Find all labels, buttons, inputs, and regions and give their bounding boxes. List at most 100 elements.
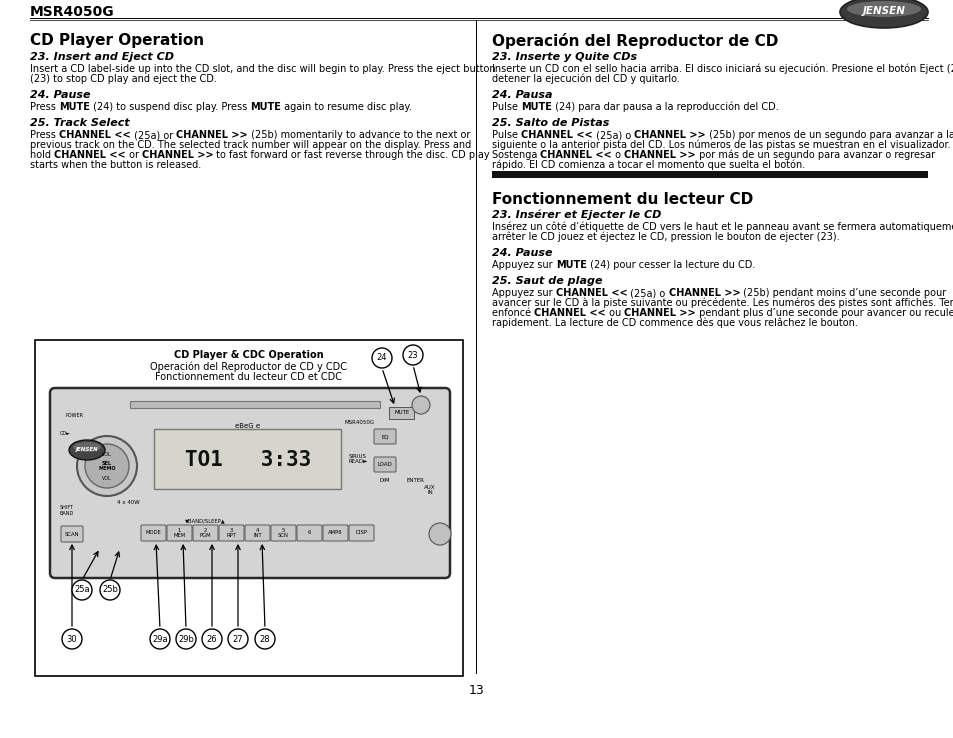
Circle shape (71, 580, 91, 600)
Text: 13: 13 (469, 685, 484, 697)
Text: hold: hold (30, 150, 54, 160)
Text: to fast forward or fast reverse through the disc. CD play: to fast forward or fast reverse through … (213, 150, 490, 160)
Text: AMP6: AMP6 (328, 531, 342, 536)
Text: eBeG e: eBeG e (235, 423, 260, 429)
Text: 25. Salto de Pistas: 25. Salto de Pistas (492, 118, 609, 128)
Text: 30: 30 (67, 635, 77, 644)
FancyBboxPatch shape (61, 526, 83, 542)
Text: Operación del Reproductor de CD y CDC: Operación del Reproductor de CD y CDC (151, 361, 347, 371)
Circle shape (402, 345, 422, 365)
FancyBboxPatch shape (219, 525, 244, 541)
Text: MUTE: MUTE (520, 102, 552, 112)
Text: 4
INT: 4 INT (253, 528, 261, 539)
Text: 6: 6 (308, 531, 311, 536)
Ellipse shape (69, 440, 105, 460)
Text: (24) para dar pausa a la reproducción del CD.: (24) para dar pausa a la reproducción de… (552, 102, 778, 112)
FancyBboxPatch shape (167, 525, 192, 541)
Text: o: o (612, 150, 623, 160)
Text: ou: ou (605, 308, 623, 318)
Text: TO1   3:33: TO1 3:33 (185, 450, 311, 470)
Circle shape (429, 523, 451, 545)
Text: enfoncé: enfoncé (492, 308, 534, 318)
FancyBboxPatch shape (389, 407, 414, 418)
Text: Operación del Reproductor de CD: Operación del Reproductor de CD (492, 33, 778, 49)
FancyBboxPatch shape (349, 525, 374, 541)
Text: (25a) o: (25a) o (592, 130, 634, 140)
Text: CHANNEL <<: CHANNEL << (54, 150, 126, 160)
Text: 25. Track Select: 25. Track Select (30, 118, 130, 128)
Text: 27: 27 (233, 635, 243, 644)
Text: CHANNEL <<: CHANNEL << (534, 308, 605, 318)
Text: SIRIUS
READ►: SIRIUS READ► (348, 454, 367, 464)
FancyBboxPatch shape (492, 171, 927, 178)
Text: Fonctionnement du lecteur CD: Fonctionnement du lecteur CD (492, 192, 753, 207)
Text: ENTER: ENTER (406, 477, 423, 483)
Text: 23: 23 (407, 351, 417, 359)
Bar (130, 401, 379, 408)
Text: DISP: DISP (355, 531, 367, 536)
Text: VOL: VOL (102, 475, 112, 480)
Text: SHIFT: SHIFT (60, 505, 74, 510)
Text: previous track on the CD. The selected track number will appear on the display. : previous track on the CD. The selected t… (30, 140, 471, 150)
FancyBboxPatch shape (296, 525, 322, 541)
Circle shape (77, 436, 137, 496)
Text: 23. Inserte y Quite CDs: 23. Inserte y Quite CDs (492, 52, 637, 62)
Text: siguiente o la anterior pista del CD. Los números de las pistas se muestran en e: siguiente o la anterior pista del CD. Lo… (492, 140, 949, 151)
Text: por más de un segundo para avanzar o regresar: por más de un segundo para avanzar o reg… (695, 150, 934, 160)
Text: 3
RPT: 3 RPT (226, 528, 236, 539)
Text: Pulse: Pulse (492, 130, 520, 140)
Text: starts when the button is released.: starts when the button is released. (30, 160, 201, 170)
Text: CHANNEL <<: CHANNEL << (59, 130, 131, 140)
Text: SEL
MEMO: SEL MEMO (98, 461, 115, 472)
Circle shape (202, 629, 222, 649)
Text: MUTE: MUTE (556, 260, 586, 270)
Text: ▼BAND/SLEEP▲: ▼BAND/SLEEP▲ (185, 519, 225, 523)
Text: Insert a CD label-side up into the CD slot, and the disc will begin to play. Pre: Insert a CD label-side up into the CD sl… (30, 64, 496, 74)
Circle shape (100, 580, 120, 600)
Text: DIM: DIM (379, 477, 390, 483)
Text: VOL: VOL (102, 452, 112, 457)
Text: Appuyez sur: Appuyez sur (492, 260, 556, 270)
Text: MSR4050G: MSR4050G (345, 420, 375, 425)
Text: 25. Saut de plage: 25. Saut de plage (492, 276, 602, 286)
FancyBboxPatch shape (153, 429, 340, 489)
FancyBboxPatch shape (35, 340, 462, 676)
Text: rápido. El CD comienza a tocar el momento que suelta el botón.: rápido. El CD comienza a tocar el moment… (492, 160, 804, 170)
Circle shape (175, 629, 195, 649)
Text: (25b) momentarily to advance to the next or: (25b) momentarily to advance to the next… (248, 130, 470, 140)
Ellipse shape (846, 1, 920, 17)
Text: CD Player Operation: CD Player Operation (30, 33, 204, 48)
Text: or: or (126, 150, 142, 160)
Text: pendant plus d’une seconde pour avancer ou reculer: pendant plus d’une seconde pour avancer … (695, 308, 953, 318)
FancyBboxPatch shape (323, 525, 348, 541)
Text: MSR4050G: MSR4050G (30, 5, 114, 19)
Ellipse shape (73, 442, 101, 452)
Text: (24) pour cesser la lecture du CD.: (24) pour cesser la lecture du CD. (586, 260, 754, 270)
Text: CHANNEL <<: CHANNEL << (540, 150, 612, 160)
Text: 24. Pausa: 24. Pausa (492, 90, 552, 100)
FancyBboxPatch shape (374, 429, 395, 444)
Text: Press: Press (30, 102, 59, 112)
Text: CD►: CD► (60, 431, 71, 436)
Text: arrêter le CD jouez et éjectez le CD, pression le bouton de ejecter (23).: arrêter le CD jouez et éjectez le CD, pr… (492, 232, 839, 243)
Circle shape (150, 629, 170, 649)
Text: 23. Insérer et Ejecter le CD: 23. Insérer et Ejecter le CD (492, 210, 660, 221)
Text: CHANNEL >>: CHANNEL >> (623, 308, 695, 318)
Text: JENSEN: JENSEN (862, 6, 904, 16)
Text: Insérez un côté d’étiquette de CD vers le haut et le panneau avant se fermera au: Insérez un côté d’étiquette de CD vers l… (492, 222, 953, 232)
Text: 29b: 29b (178, 635, 193, 644)
FancyBboxPatch shape (271, 525, 295, 541)
Text: EQ: EQ (381, 435, 389, 440)
Text: 2
PGM: 2 PGM (199, 528, 212, 539)
Ellipse shape (840, 0, 927, 28)
Circle shape (254, 629, 274, 649)
Text: again to resume disc play.: again to resume disc play. (281, 102, 412, 112)
Text: MUTE: MUTE (59, 102, 90, 112)
FancyBboxPatch shape (50, 388, 450, 578)
Text: 25b: 25b (102, 585, 118, 595)
Text: (25b) por menos de un segundo para avanzar a la: (25b) por menos de un segundo para avanz… (705, 130, 953, 140)
Text: Sostenga: Sostenga (492, 150, 540, 160)
Text: CHANNEL >>: CHANNEL >> (634, 130, 705, 140)
Text: (24) to suspend disc play. Press: (24) to suspend disc play. Press (90, 102, 250, 112)
Text: MUTE: MUTE (250, 102, 281, 112)
